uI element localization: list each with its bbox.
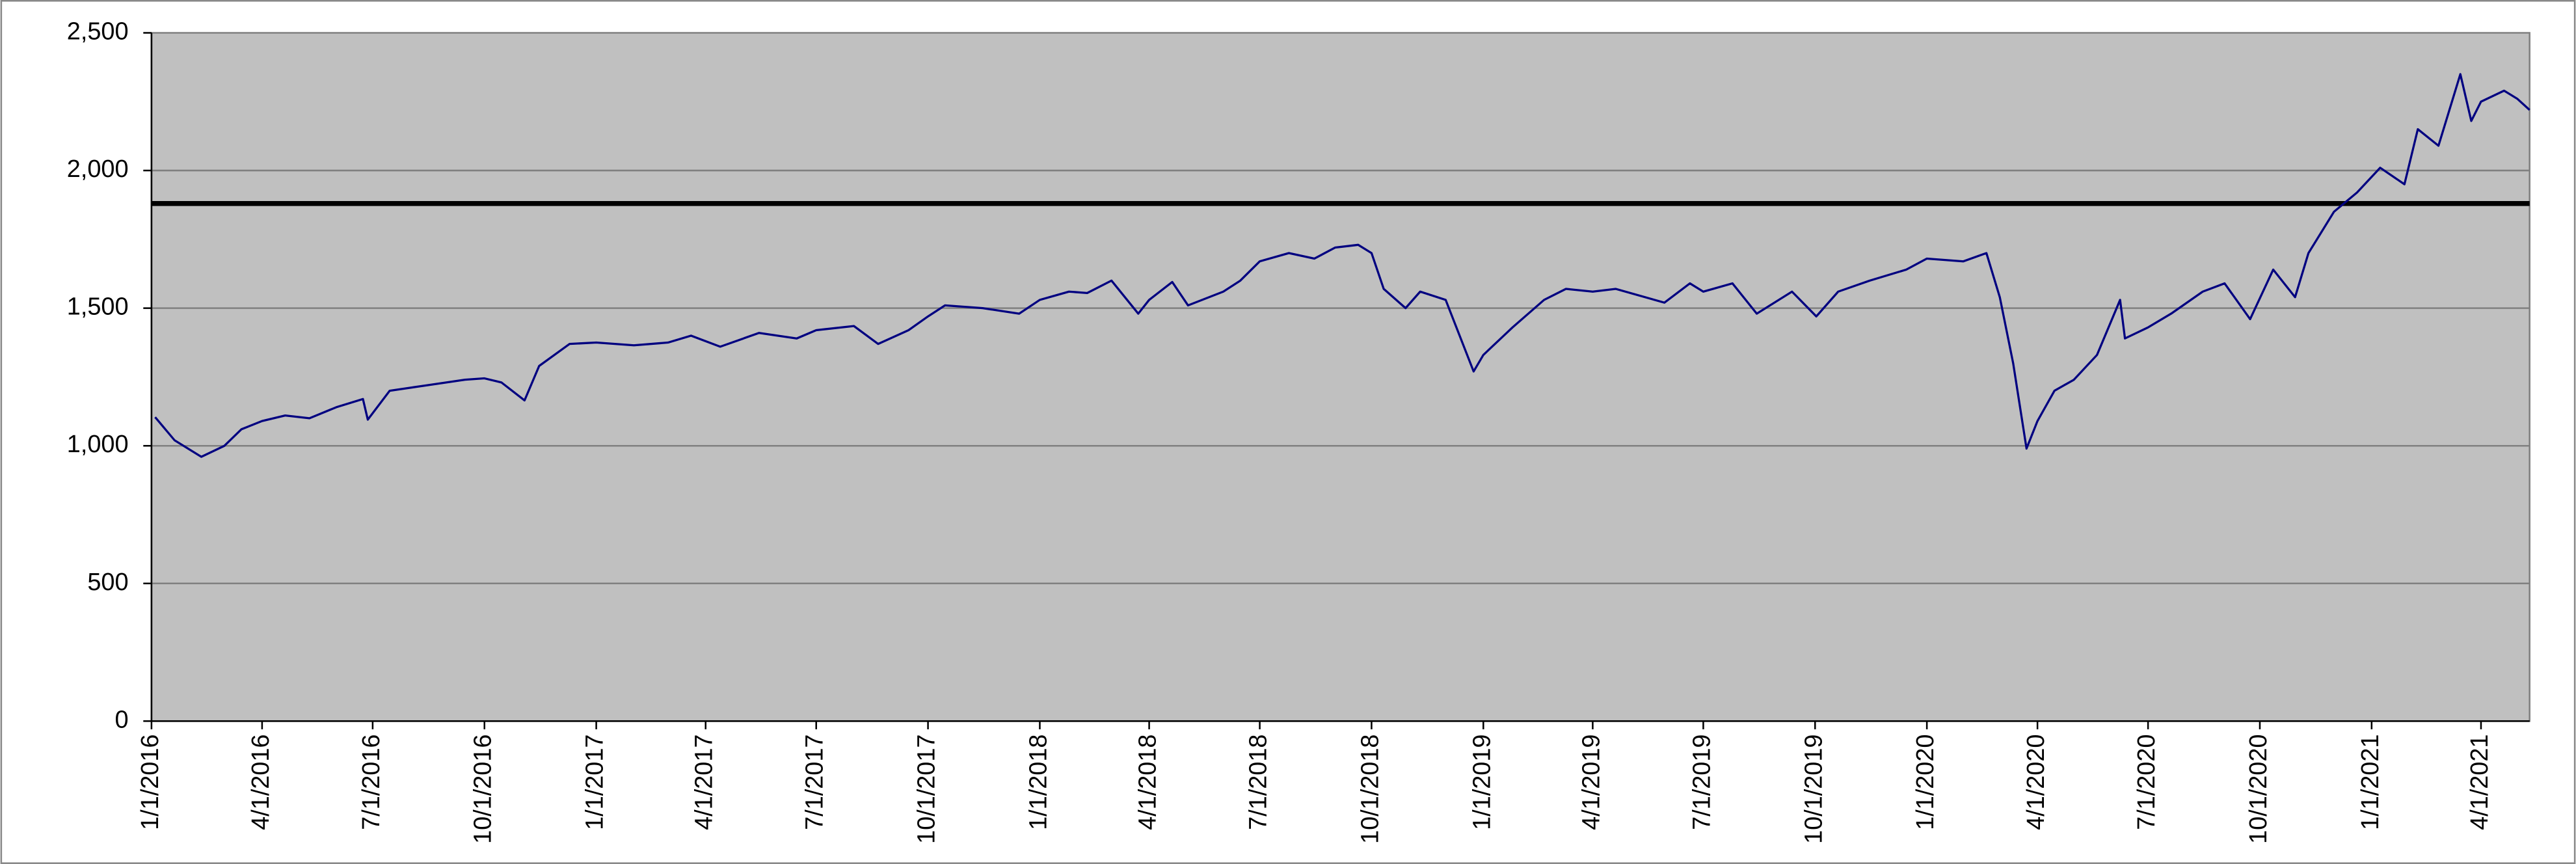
x-tick-label: 1/1/2019 [1468,735,1496,830]
y-tick-label: 1,500 [67,293,129,321]
x-tick-label: 10/1/2019 [1800,735,1827,844]
y-tick-label: 1,000 [67,431,129,458]
x-tick-label: 1/1/2020 [1912,735,1939,830]
x-tick-label: 4/1/2018 [1134,735,1162,830]
x-tick-label: 7/1/2016 [358,735,385,830]
x-tick-label: 7/1/2020 [2133,735,2160,830]
x-tick-label: 1/1/2018 [1025,735,1052,830]
x-tick-label: 10/1/2017 [913,735,941,844]
x-tick-label: 7/1/2019 [1688,735,1715,830]
y-tick-label: 2,000 [67,155,129,183]
x-tick-label: 1/1/2017 [582,735,609,830]
x-tick-label: 4/1/2017 [691,735,718,830]
x-tick-label: 4/1/2016 [247,735,275,830]
y-tick-label: 2,500 [67,18,129,45]
x-tick-label: 7/1/2018 [1245,735,1272,830]
x-tick-label: 4/1/2019 [1577,735,1605,830]
x-tick-label: 7/1/2017 [801,735,829,830]
y-tick-label: 500 [87,569,128,596]
x-tick-label: 1/1/2016 [137,735,164,830]
data-line [154,73,2530,458]
plot-area [150,32,2530,722]
x-tick-label: 4/1/2020 [2022,735,2050,830]
x-tick-label: 10/1/2020 [2245,735,2272,844]
x-tick-label: 1/1/2021 [2357,735,2384,830]
x-tick-label: 4/1/2021 [2466,735,2493,830]
x-tick-label: 10/1/2016 [470,735,497,844]
y-tick-label: 0 [114,706,128,733]
x-tick-label: 10/1/2018 [1356,735,1384,844]
